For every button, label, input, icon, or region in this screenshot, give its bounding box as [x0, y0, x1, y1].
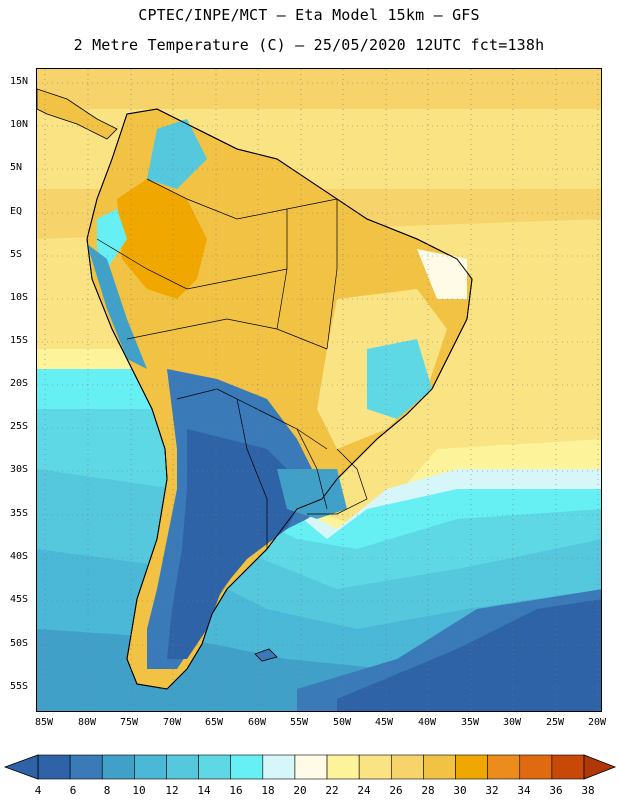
colorbar-label: 26	[389, 784, 403, 797]
lat-label: 20S	[10, 378, 29, 389]
colorbar-label: 16	[229, 784, 243, 797]
colorbar-swatch	[262, 754, 296, 780]
colorbar-swatch	[390, 754, 424, 780]
colorbar-label: 18	[261, 784, 275, 797]
lon-label: 65W	[204, 717, 224, 728]
colorbar-label: 4	[34, 784, 42, 797]
colorbar-label: 36	[549, 784, 563, 797]
colorbar-label: 12	[165, 784, 179, 797]
colorbar-swatch	[551, 754, 585, 780]
lat-label: 15N	[10, 76, 29, 87]
lon-label: 85W	[34, 717, 54, 728]
colorbar-swatch	[134, 754, 167, 780]
lon-label: 70W	[162, 717, 182, 728]
lon-label: 35W	[460, 717, 480, 728]
colorbar-right-arrow	[583, 754, 617, 780]
colorbar-swatch	[230, 754, 264, 780]
colorbar-left-arrow	[3, 754, 39, 780]
colorbar-label: 38	[581, 784, 595, 797]
colorbar-label: 22	[325, 784, 339, 797]
colorbar-swatch	[69, 754, 103, 780]
lon-label: 45W	[374, 717, 394, 728]
colorbar-swatch	[101, 754, 135, 780]
colorbar-label: 10	[132, 784, 146, 797]
colorbar-swatch	[358, 754, 392, 780]
colorbar-label: 8	[103, 784, 111, 797]
colorbar-label: 20	[293, 784, 307, 797]
map-title-line1: CPTEC/INPE/MCT – Eta Model 15km – GFS	[138, 6, 480, 24]
colorbar	[3, 754, 617, 780]
colorbar-swatch	[487, 754, 521, 780]
map-canvas	[37, 69, 601, 711]
lat-label: 25S	[10, 421, 29, 432]
colorbar-label: 14	[197, 784, 211, 797]
lon-label: 80W	[77, 717, 97, 728]
colorbar-swatch	[166, 754, 199, 780]
colorbar-swatch	[198, 754, 232, 780]
colorbar-label: 34	[517, 784, 531, 797]
colorbar-label: 28	[421, 784, 435, 797]
colorbar-swatch	[423, 754, 456, 780]
lat-label: 30S	[10, 464, 29, 475]
lat-label: 15S	[10, 335, 29, 346]
lat-label: 45S	[10, 594, 29, 605]
lon-label: 20W	[587, 717, 607, 728]
colorbar-label: 6	[69, 784, 77, 797]
map-title-line2: 2 Metre Temperature (C) – 25/05/2020 12U…	[73, 36, 545, 54]
colorbar-label: 24	[357, 784, 371, 797]
lon-label: 60W	[247, 717, 267, 728]
colorbar-swatch	[37, 754, 71, 780]
lon-label: 75W	[119, 717, 139, 728]
lon-label: 40W	[417, 717, 437, 728]
lat-label: 10S	[10, 292, 29, 303]
lat-label: 10N	[10, 119, 29, 130]
lon-label: 30W	[502, 717, 522, 728]
lat-label: EQ	[10, 206, 23, 217]
colorbar-swatch	[455, 754, 488, 780]
lat-label: 40S	[10, 551, 29, 562]
lon-label: 50W	[332, 717, 352, 728]
colorbar-label: 30	[453, 784, 467, 797]
colorbar-label: 32	[485, 784, 499, 797]
lat-label: 5S	[10, 249, 23, 260]
lon-label: 25W	[545, 717, 565, 728]
lat-label: 35S	[10, 508, 29, 519]
lat-label: 50S	[10, 638, 29, 649]
lon-label: 55W	[289, 717, 309, 728]
lat-label: 55S	[10, 681, 29, 692]
colorbar-swatch	[519, 754, 553, 780]
colorbar-swatch	[326, 754, 360, 780]
lat-label: 5N	[10, 162, 23, 173]
temperature-map	[36, 68, 602, 712]
colorbar-swatch	[294, 754, 328, 780]
